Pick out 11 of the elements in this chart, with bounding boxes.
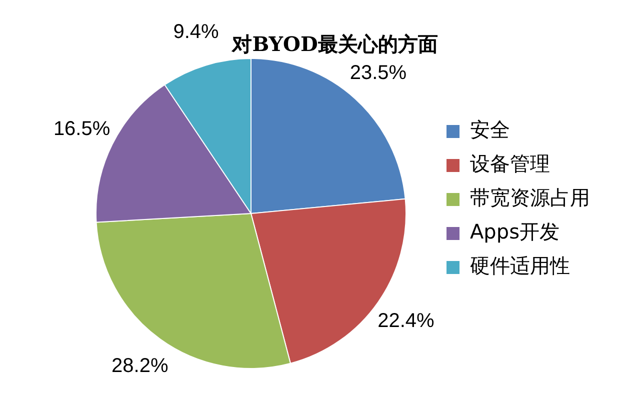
text: 对BYOD最关心的方面 — [231, 32, 438, 56]
legend-label: 硬件适用性 — [470, 254, 570, 278]
legend-label: Apps开发 — [470, 220, 560, 244]
data-label: 23.5% — [350, 62, 407, 84]
legend-label: 带宽资源占用 — [470, 186, 590, 210]
legend-label: 安全 — [470, 118, 510, 142]
data-label: 16.5% — [53, 118, 110, 140]
data-label: 9.4% — [173, 21, 219, 44]
data-label: 28.2% — [112, 354, 168, 377]
data-label: 22.4% — [378, 310, 435, 332]
legend-label: 设备管理 — [470, 152, 550, 176]
